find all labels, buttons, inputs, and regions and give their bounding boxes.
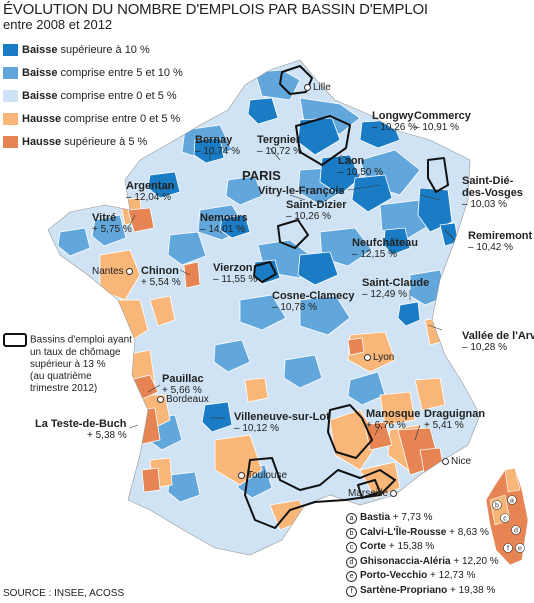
corsica-item: d Ghisonaccia-Aléria + 12,20 %	[346, 556, 499, 571]
legend-text: supérieure à 5 %	[64, 135, 148, 148]
legend-item-hausse-0-5: Hausse comprise entre 0 et 5 %	[3, 107, 183, 130]
label-bernay: Bernay – 10,74 %	[195, 134, 241, 157]
corsica-marker-a: a	[507, 495, 517, 505]
corsica-marker-b: b	[492, 500, 502, 510]
unemp-line: supérieur à 13 %	[30, 359, 106, 370]
legend-item-hausse-sup-5: Hausse supérieure à 5 %	[3, 130, 183, 153]
outline-swatch	[3, 333, 27, 347]
unemp-line: un taux de chômage	[30, 347, 121, 358]
legend-text: comprise entre 0 et 5 %	[64, 112, 181, 125]
legend-swatch	[3, 135, 18, 148]
legend-swatch	[3, 43, 18, 56]
label-chinon: Chinon + 5,54 %	[141, 265, 181, 288]
legend-bold: Hausse	[22, 135, 62, 148]
label-commercy: Commercy – 10,91 %	[414, 110, 471, 133]
label-vitry: Vitry-le-François	[258, 185, 345, 197]
label-saint-dizier: Saint-Dizier – 10,26 %	[286, 199, 347, 222]
label-la-teste: La Teste-de-Buch + 5,38 %	[35, 418, 127, 441]
corsica-marker-d: d	[511, 525, 521, 535]
label-laon: Laon – 10,50 %	[338, 155, 384, 178]
legend-swatch	[3, 112, 18, 125]
corsica-item: b Calvi-L'Île-Rousse + 8,63 %	[346, 527, 499, 542]
legend-text: supérieure à 10 %	[60, 43, 150, 56]
source-note: SOURCE : INSEE, ACOSS	[3, 588, 125, 599]
legend-item-baisse-sup-10: Baisse supérieure à 10 %	[3, 38, 183, 61]
corsica-item: e Porto-Vecchio + 12,73 %	[346, 570, 499, 585]
corsica-item: a Bastia + 7,73 %	[346, 512, 499, 527]
city-nantes: Nantes	[92, 266, 135, 277]
label-vierzon: Vierzon – 11,55 %	[213, 262, 258, 285]
corsica-marker-c: c	[500, 513, 510, 523]
city-paris: PARIS	[242, 168, 281, 183]
map-title: ÉVOLUTION DU NOMBRE D'EMPLOIS PAR BASSIN…	[3, 1, 428, 18]
corsica-marker-f: f	[503, 543, 513, 553]
unemp-line: Bassins d'emploi ayant	[30, 334, 132, 346]
unemp-line: trimestre 2012)	[30, 383, 98, 394]
svg-text:b: b	[495, 503, 499, 510]
city-lille: Lille	[304, 82, 331, 93]
svg-text:e: e	[518, 546, 522, 553]
label-neufchateau: Neufchâteau – 12,15 %	[352, 237, 419, 260]
legend-text: comprise entre 0 et 5 %	[60, 89, 177, 102]
map-subtitle: entre 2008 et 2012	[3, 17, 113, 32]
label-vallee-arve: Vallée de l'Arve– 10,28 %	[462, 330, 534, 353]
label-tergnier: Tergnier – 10,72 %	[257, 134, 303, 157]
svg-text:a: a	[510, 498, 514, 505]
legend-swatch	[3, 89, 18, 102]
city-marseille: Marseille	[348, 488, 399, 499]
label-saint-die: Saint-Dié-des-Vosges – 10,03 %	[462, 175, 523, 210]
corsica-marker-e: e	[515, 543, 525, 553]
label-cosne-clamecy: Cosne-Clamecy – 10,78 %	[272, 290, 355, 313]
legend-bold: Hausse	[22, 112, 62, 125]
city-nice: Nice	[442, 456, 471, 467]
legend-text: comprise entre 5 et 10 %	[60, 66, 183, 79]
legend-item-baisse-5-10: Baisse comprise entre 5 et 10 %	[3, 61, 183, 84]
unemp-line: (au quatrième	[30, 371, 92, 382]
label-remiremont: Remiremont – 10,42 %	[468, 230, 533, 253]
svg-text:d: d	[514, 528, 518, 535]
legend-item-baisse-0-5: Baisse comprise entre 0 et 5 %	[3, 84, 183, 107]
legend: Baisse supérieure à 10 % Baisse comprise e…	[3, 38, 183, 153]
label-manosque: Manosque + 6,76 %	[366, 408, 421, 431]
legend-bold: Baisse	[22, 66, 58, 79]
unemployment-legend: Bassins d'emploi ayant un taux de chômag…	[3, 333, 132, 395]
label-longwy: Longwy – 10,26 %	[372, 110, 418, 133]
corsica-item: c Corte + 15,38 %	[346, 541, 499, 556]
legend-bold: Baisse	[22, 43, 58, 56]
label-argentan: Argentan – 12,04 %	[126, 180, 175, 203]
corsica-item: f Sartène-Propriano + 19,38 %	[346, 585, 499, 600]
svg-text:c: c	[503, 516, 507, 523]
label-pauillac: Pauillac + 5,66 %	[162, 373, 204, 396]
label-saint-claude: Saint-Claude – 12,49 %	[362, 277, 430, 300]
label-villeneuve: Villeneuve-sur-Lot – 10,12 %	[234, 411, 330, 434]
city-toulouse: Toulouse	[238, 470, 287, 481]
corsica-list: a Bastia + 7,73 % b Calvi-L'Île-Rousse + 8…	[346, 512, 499, 599]
city-lyon: Lyon	[364, 352, 394, 363]
label-draguignan: Draguignan + 5,41 %	[424, 408, 486, 431]
label-nemours: Nemours – 14,01 %	[200, 212, 248, 235]
label-vitre: Vitré + 5,75 %	[92, 212, 132, 235]
svg-text:f: f	[507, 546, 509, 553]
city-bordeaux: Bordeaux	[157, 394, 209, 405]
legend-bold: Baisse	[22, 89, 58, 102]
legend-swatch	[3, 66, 18, 79]
